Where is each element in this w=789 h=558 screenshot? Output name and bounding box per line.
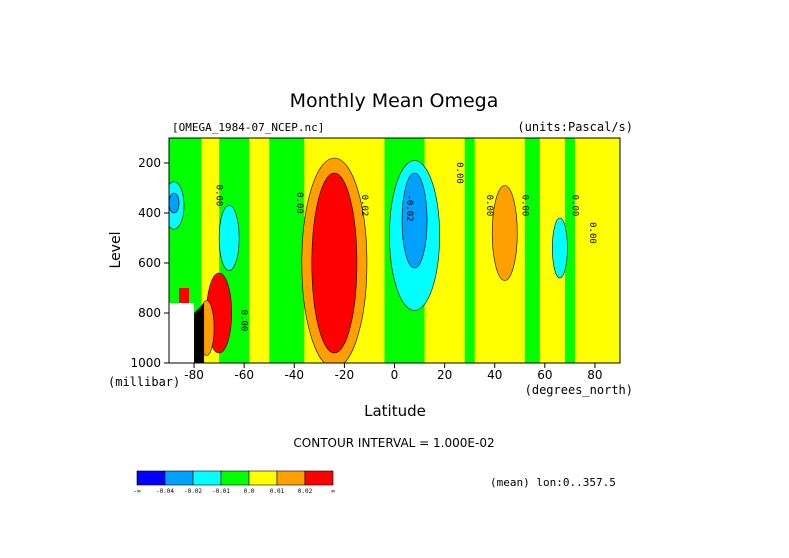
colorbar-label: -∞ xyxy=(133,488,141,495)
colorbar-label: 0.0 xyxy=(244,488,255,495)
colorbar-swatch xyxy=(248,470,278,486)
colorbar-label: ∞ xyxy=(331,488,335,495)
x-tick-label: -20 xyxy=(335,368,355,382)
x-tick-label: 20 xyxy=(437,368,452,382)
field-region xyxy=(169,192,180,214)
colorbar-label: -0.04 xyxy=(156,488,174,495)
y-tick-label: 400 xyxy=(138,206,161,220)
contour-value-label: 0.00 xyxy=(569,195,579,217)
y-tick-label: 200 xyxy=(138,156,161,170)
field-region xyxy=(311,172,358,354)
colorbar-swatch xyxy=(276,470,306,486)
x-tick-label: 60 xyxy=(537,368,552,382)
x-tick-label: 80 xyxy=(587,368,602,382)
y-axis-label: Level xyxy=(108,232,124,269)
contour-interval-label: CONTOUR INTERVAL = 1.000E-02 xyxy=(293,436,494,450)
colorbar-swatch xyxy=(192,470,222,486)
y-tick-label: 600 xyxy=(138,256,161,270)
mean-longitude-note: (mean) lon:0..357.5 xyxy=(490,476,616,489)
y-axis-units: (millibar) xyxy=(108,375,180,389)
contour-value-label: 0.00 xyxy=(239,310,249,332)
field-region xyxy=(179,288,190,303)
contour-value-label: 0.00 xyxy=(587,222,597,244)
field-region xyxy=(401,172,428,269)
colorbar-swatch xyxy=(164,470,194,486)
missing-data-region xyxy=(169,303,195,363)
contour-plot-area xyxy=(168,137,621,364)
colorbar: -∞ -0.04 -0.02 -0.01 0.0 0.01 0.02 ∞ xyxy=(133,470,335,495)
field-yellow-band xyxy=(574,138,620,363)
colorbar-label: -0.02 xyxy=(184,488,202,495)
field-region xyxy=(552,217,568,279)
contour-value-label: 0.00 xyxy=(519,195,529,217)
colorbar-label: 0.02 xyxy=(298,488,313,495)
y-tick-label: 800 xyxy=(138,306,161,320)
y-tick-label: 1000 xyxy=(130,356,161,370)
x-tick-label: 0 xyxy=(391,368,399,382)
colorbar-label: 0.01 xyxy=(270,488,285,495)
field-yellow-band xyxy=(249,138,270,363)
contour-value-label: -0.02 xyxy=(404,194,414,221)
colorbar-label: -0.01 xyxy=(212,488,230,495)
contour-value-label: 0.00 xyxy=(294,192,304,214)
contour-value-label: 0.00 xyxy=(454,162,464,184)
x-axis-label: Latitude xyxy=(364,402,426,420)
x-tick-label: -60 xyxy=(234,368,254,382)
colorbar-swatch xyxy=(220,470,250,486)
field-region xyxy=(491,185,518,281)
x-axis-units: (degrees_north) xyxy=(525,383,633,397)
x-tick-label: -80 xyxy=(184,368,204,382)
colorbar-swatch xyxy=(304,470,334,486)
contour-value-label: 0.00 xyxy=(484,195,494,217)
x-tick-label: -40 xyxy=(284,368,304,382)
contour-value-label: 0.02 xyxy=(359,195,369,217)
x-tick-label: 40 xyxy=(487,368,502,382)
units-label: (units:Pascal/s) xyxy=(517,120,633,134)
chart-title: Monthly Mean Omega xyxy=(290,90,499,112)
colorbar-swatch xyxy=(136,470,166,486)
field-region xyxy=(218,205,240,271)
dense-contour-region xyxy=(194,303,205,363)
contour-value-label: 0.00 xyxy=(214,185,224,207)
dataset-label: [OMEGA_1984-07_NCEP.nc] xyxy=(172,121,324,134)
